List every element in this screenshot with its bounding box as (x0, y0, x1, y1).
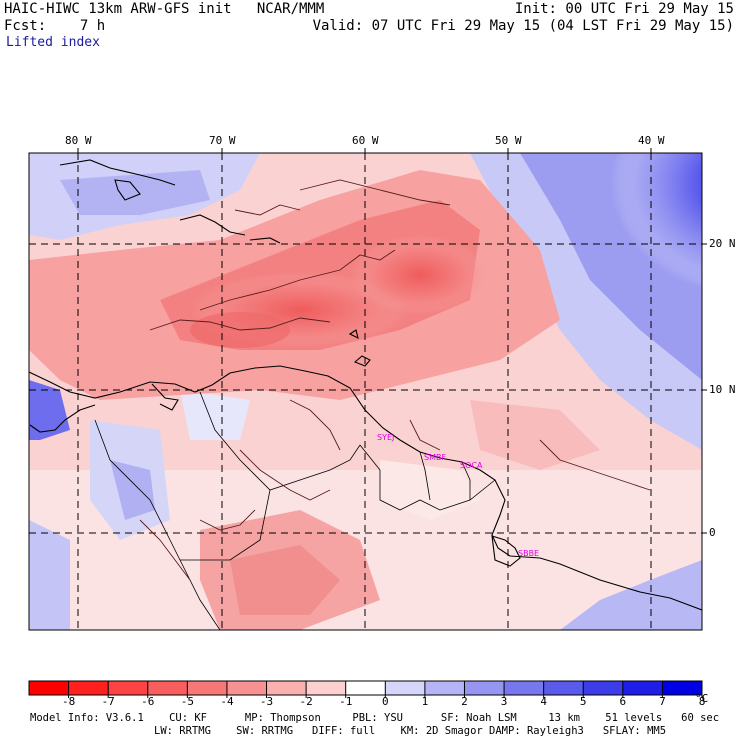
lon-label-80w: 80 W (65, 134, 92, 147)
colorbar-bin (385, 681, 426, 695)
station-sbbe: SBBE (518, 549, 539, 558)
colorbar-tick-label: 8 (698, 695, 706, 708)
plot-title: HAIC-HIWC 13km ARW-GFS init NCAR/MMM (4, 1, 325, 17)
colorbar-bin (345, 681, 386, 695)
station-soca: SOCA (460, 461, 483, 470)
colorbar-tick-label: -8 (61, 695, 76, 708)
colorbar-tick-label: -6 (141, 695, 155, 708)
colorbar-bin (464, 681, 505, 695)
model-info-line1: Model Info: V3.6.1 CU: KF MP: Thompson P… (30, 712, 720, 724)
colorbar-bin (187, 681, 228, 695)
lon-label-40w: 40 W (638, 134, 665, 147)
valid-time: Valid: 07 UTC Fri 29 May 15 (04 LST Fri … (312, 18, 734, 34)
colorbar-tick-label: -4 (220, 695, 234, 708)
colorbar-bin (306, 681, 347, 695)
colorbar-tick-label: -1 (339, 695, 353, 708)
colorbar-bin (583, 681, 624, 695)
lat-label-0: 0 (709, 526, 716, 539)
colorbar-tick-label: 2 (461, 695, 468, 708)
colorbar-tick-label: 3 (500, 695, 508, 708)
station-smbf: SMBF (424, 453, 446, 462)
lon-label-50w: 50 W (495, 134, 522, 147)
init-time: Init: 00 UTC Fri 29 May 15 (514, 1, 734, 17)
field-name: Lifted index (6, 35, 100, 50)
map-field: SYEJ SMBF SOCA SBBE (29, 153, 702, 630)
colorbar-bin (29, 681, 70, 695)
colorbar-bin (543, 681, 584, 695)
lat-label-10n: 10 N (709, 383, 736, 396)
lon-label-70w: 70 W (209, 134, 236, 147)
colorbar-bin (68, 681, 109, 695)
colorbar-tick-label: 1 (421, 695, 429, 708)
colorbar-tick-label: 0 (381, 695, 389, 708)
colorbar-bin (108, 681, 149, 695)
station-syej: SYEJ (377, 433, 394, 442)
colorbar-tick-label: 6 (619, 695, 627, 708)
model-info-line2: LW: RRTMG SW: RRTMG DIFF: full KM: 2D Sm… (154, 725, 667, 737)
colorbar-unit: °C (695, 692, 709, 705)
colorbar-bin (662, 681, 703, 695)
colorbar (28, 680, 703, 698)
lon-label-60w: 60 W (352, 134, 379, 147)
colorbar-tick-label: 4 (540, 695, 547, 708)
colorbar-bin (226, 681, 268, 695)
colorbar-tick-label: -2 (299, 695, 313, 708)
colorbar-bin (266, 681, 307, 695)
forecast-hour: Fcst: 7 h (4, 18, 106, 34)
colorbar-bin (424, 681, 465, 695)
colorbar-bin (622, 681, 663, 695)
colorbar-bin (147, 681, 188, 695)
colorbar-tick-label: -7 (101, 695, 115, 708)
colorbar-tick-label: -3 (259, 695, 274, 708)
lat-label-20n: 20 N (709, 237, 736, 250)
colorbar-tick-label: 5 (579, 695, 587, 708)
colorbar-bin (504, 681, 545, 695)
colorbar-tick-label: 7 (659, 695, 666, 708)
colorbar-tick-label: -5 (180, 695, 194, 708)
